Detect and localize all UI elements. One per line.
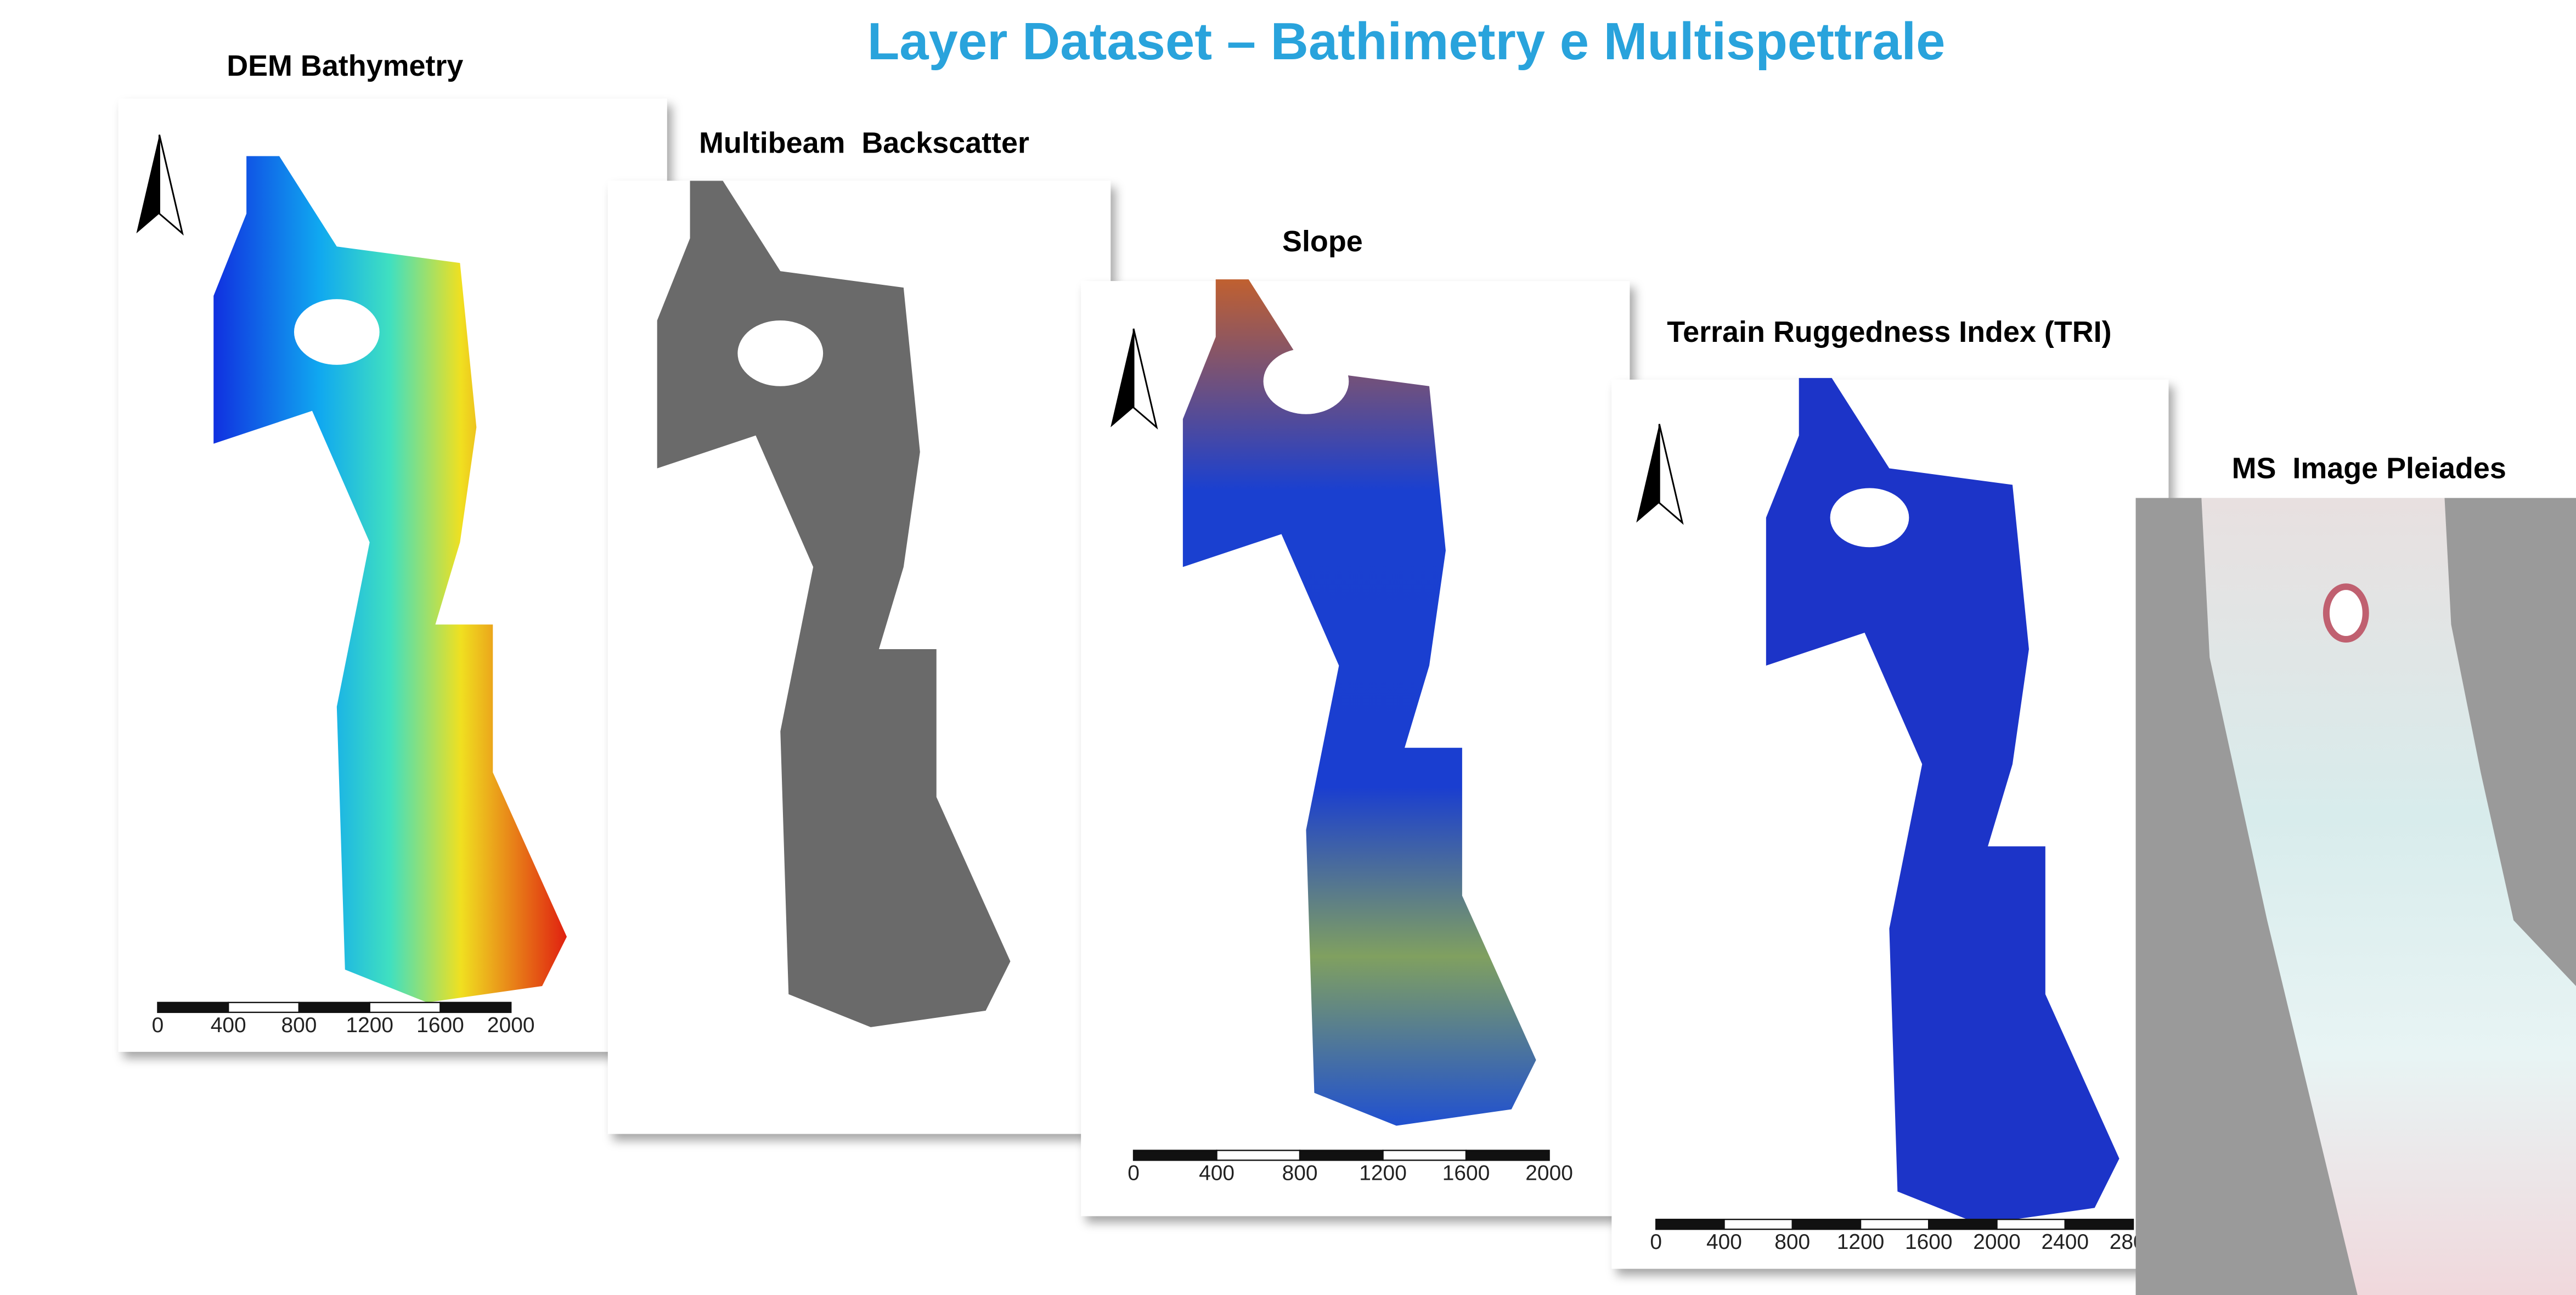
scale-label: 400	[1199, 1161, 1235, 1185]
scale-label: 0	[1128, 1161, 1140, 1185]
scale-bar-segment	[1382, 1150, 1467, 1161]
scale-label: 2000	[1525, 1161, 1573, 1185]
scale-bar-segment	[1928, 1219, 1998, 1230]
scale-label: 1600	[1905, 1230, 1953, 1254]
scale-label: 0	[1650, 1230, 1662, 1254]
map-hole	[294, 299, 380, 365]
scale-label: 400	[211, 1014, 246, 1037]
panel-label: Multibeam Backscatter	[699, 127, 1029, 160]
panel-tri: Terrain Ruggedness Index (TRI) 0 400 800 12…	[1611, 316, 2169, 1269]
map-hole	[1263, 348, 1349, 414]
panel-slope: Slope 0 400 800 1200 1600 2000	[1081, 225, 1630, 1217]
scale-bar-segment	[1299, 1150, 1384, 1161]
scale-label: 800	[1774, 1230, 1810, 1254]
slide-title: Layer Dataset – Bathimetry e Multispettr…	[867, 12, 1946, 71]
scale-label: 2400	[2042, 1230, 2089, 1254]
scale-label: 2000	[487, 1014, 535, 1037]
scale-bar-segment	[1655, 1219, 1725, 1230]
map-hole	[1830, 488, 1909, 548]
scale-label: 2000	[1973, 1230, 2021, 1254]
map-hole	[737, 320, 824, 386]
panel-label: Slope	[1282, 225, 1363, 258]
scale-bar-segment	[1723, 1219, 1793, 1230]
scale-label: 400	[1706, 1230, 1742, 1254]
scale-bar-segment	[2064, 1219, 2134, 1230]
panel-label: MS Image Pleiades	[2232, 452, 2506, 485]
scale-bar-segment	[1216, 1150, 1301, 1161]
scale-bar-segment	[298, 1001, 370, 1014]
scale-bar-segment	[369, 1001, 441, 1014]
panel-pleiades: MS Image Pleiades	[2135, 452, 2576, 1295]
map-layer	[2201, 498, 2576, 1295]
map-hole	[2323, 583, 2369, 643]
scale-bar-segment	[1791, 1219, 1862, 1230]
scale-bar-segment	[1996, 1219, 2066, 1230]
scale-label: 1200	[1837, 1230, 1885, 1254]
scale-label: 0	[152, 1014, 164, 1037]
panel-label: DEM Bathymetry	[227, 49, 463, 82]
scale-label: 800	[1282, 1161, 1318, 1185]
scale-bar-segment	[1465, 1150, 1550, 1161]
scale-bar-segment	[1859, 1219, 1930, 1230]
scale-label: 1200	[1359, 1161, 1407, 1185]
panel-dem: DEM Bathymetry 0 400 800 1200 1600 2000	[118, 49, 667, 1052]
scale-bar-segment	[157, 1001, 229, 1014]
scale-label: 1600	[416, 1014, 464, 1037]
scale-label: 1200	[346, 1014, 393, 1037]
panel-backscatter: Multibeam Backscatter	[607, 127, 1111, 1134]
panel-label: Terrain Ruggedness Index (TRI)	[1667, 316, 2111, 348]
scale-label: 800	[281, 1014, 317, 1037]
scale-bar-segment	[439, 1001, 512, 1014]
scale-bar-segment	[228, 1001, 300, 1014]
scale-label: 1600	[1442, 1161, 1490, 1185]
scale-bar-segment	[1132, 1150, 1217, 1161]
